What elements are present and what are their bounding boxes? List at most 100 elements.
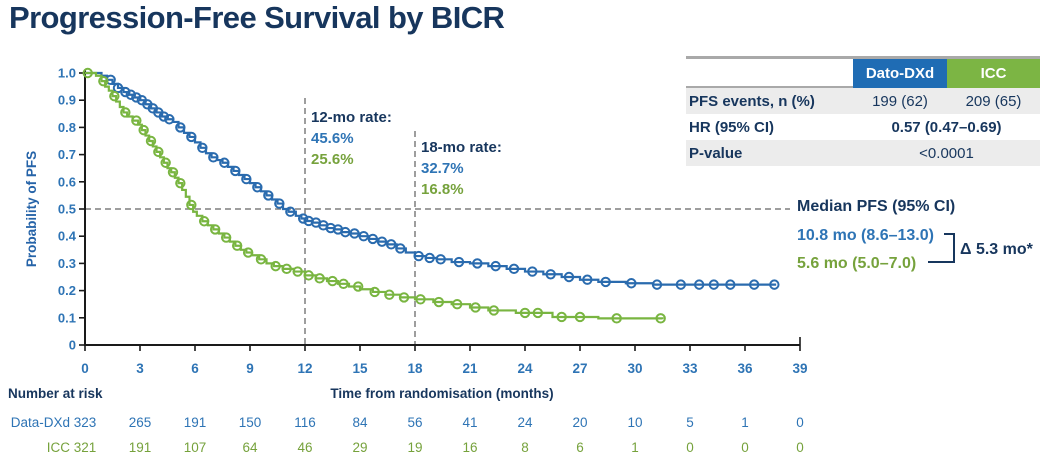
censor-mark-dato-dxd [413, 250, 424, 262]
stats-row-pfs-events: PFS events, n (%) 199 (62) 209 (65) [686, 88, 1040, 114]
stats-table-header: Dato-DXd ICC [686, 59, 1040, 88]
censor-mark-dato-dxd [725, 279, 736, 290]
x-tick-label: 6 [191, 361, 199, 376]
risk-row-label-dato: Data-DXd [11, 415, 70, 430]
x-tick-label: 3 [136, 361, 144, 376]
censor-mark-icc [451, 299, 463, 310]
censor-mark-icc [255, 254, 267, 265]
censor-mark-icc [82, 67, 93, 79]
x-tick-label: 0 [81, 361, 89, 376]
censor-mark-icc [98, 75, 109, 87]
rate-12mo-label: 12-mo rate: [311, 109, 392, 126]
axis-ticks: 0 3 6 9 12 15 18 21 24 27 30 33 36 3900.10.20.30.40.5… [58, 66, 808, 377]
risk-value: 24 [517, 415, 533, 430]
x-tick-label: 39 [792, 361, 807, 376]
risk-row-label-icc: ICC [47, 440, 71, 455]
stats-value-hr: 0.57 (0.47–0.69) [891, 118, 1002, 136]
median-delta-value: Δ 5.3 mo* [960, 241, 1034, 258]
median-pfs-title: Median PFS (95% CI) [797, 198, 955, 215]
censor-mark-dato-dxd [563, 271, 575, 283]
x-tick-label: 27 [572, 361, 587, 376]
risk-value: 16 [462, 440, 477, 455]
censor-mark-dato-dxd [208, 152, 219, 163]
risk-value: 41 [462, 415, 477, 430]
censor-mark-dato-dxd [175, 122, 186, 133]
censor-mark-icc [303, 270, 314, 281]
censor-mark-icc [352, 281, 364, 292]
censor-mark-icc [574, 311, 586, 323]
censor-mark-icc [488, 305, 500, 316]
rate-18mo-label: 18-mo rate: [421, 139, 502, 156]
risk-value: 19 [407, 440, 422, 455]
censor-mark-icc [175, 177, 186, 189]
censor-mark-icc [160, 157, 171, 168]
censor-mark-dato-dxd [675, 279, 687, 290]
censor-mark-dato-dxd [748, 279, 760, 290]
censor-mark-icc [153, 146, 164, 158]
risk-value: 46 [297, 440, 312, 455]
censor-mark-dato-dxd [769, 279, 780, 290]
risk-value: 6 [576, 440, 584, 455]
censor-mark-dato-dxd [164, 114, 175, 125]
censor-mark-icc [220, 232, 232, 243]
censor-mark-icc [167, 167, 179, 178]
x-tick-label: 15 [352, 361, 368, 376]
censor-mark-icc [120, 107, 131, 118]
censor-mark-dato-dxd [263, 190, 274, 201]
censor-mark-dato-dxd [708, 279, 720, 290]
risk-value: 0 [796, 415, 804, 430]
censor-mark-icc [433, 296, 445, 308]
km-curves [82, 67, 780, 324]
y-tick-label: 0.5 [58, 202, 76, 217]
risk-value: 84 [352, 415, 368, 430]
censor-mark-icc [470, 302, 481, 313]
x-tick-label: 9 [246, 361, 254, 376]
censor-mark-dato-dxd [527, 266, 538, 277]
y-tick-label: 0.2 [58, 283, 76, 298]
censor-mark-dato-dxd [693, 279, 705, 290]
censor-mark-icc [384, 289, 395, 300]
censor-mark-dato-dxd [424, 252, 435, 264]
censor-mark-dato-dxd [453, 256, 465, 268]
x-tick-label: 36 [737, 361, 753, 376]
risk-value: 265 [129, 415, 152, 430]
censor-mark-icc [611, 313, 622, 324]
stats-value-pvalue: <0.0001 [919, 144, 974, 162]
censor-mark-icc [281, 263, 292, 275]
y-tick-label: 0.8 [58, 120, 76, 135]
stats-table: Dato-DXd ICC PFS events, n (%) 199 (62) … [686, 56, 1040, 166]
x-tick-label: 24 [517, 361, 533, 376]
rate-12mo-dato-value: 45.6% [311, 130, 354, 147]
censor-mark-dato-dxd [120, 86, 131, 98]
censor-mark-icc [231, 240, 243, 251]
censor-mark-icc [292, 266, 303, 277]
censor-mark-dato-dxd [219, 157, 230, 168]
censor-mark-dato-dxd [197, 142, 208, 154]
censor-mark-icc [138, 124, 149, 136]
risk-value: 0 [741, 440, 749, 455]
rate-18mo-dato-value: 32.7% [421, 160, 464, 177]
censor-mark-icc [519, 307, 531, 319]
censor-mark-dato-dxd [285, 206, 296, 217]
censor-mark-dato-dxd [131, 92, 142, 103]
risk-value: 0 [796, 440, 804, 455]
stats-row-label: HR (95% CI) [689, 118, 775, 136]
censor-mark-dato-dxd [582, 274, 593, 285]
censor-mark-icc [415, 294, 426, 305]
y-tick-label: 0.1 [58, 310, 76, 325]
risk-value: 107 [184, 440, 207, 455]
censor-mark-icc [556, 311, 567, 323]
stats-value-icc: 209 (65) [965, 92, 1022, 110]
median-delta-bracket [928, 233, 955, 263]
x-tick-label: 18 [407, 361, 423, 376]
censor-mark-dato-dxd [376, 236, 388, 247]
risk-value: 20 [572, 415, 587, 430]
x-tick-label: 33 [682, 361, 698, 376]
reference-lines [85, 98, 790, 345]
censor-mark-dato-dxd [600, 276, 611, 288]
censor-mark-icc [369, 286, 380, 298]
censor-mark-icc [131, 115, 142, 126]
